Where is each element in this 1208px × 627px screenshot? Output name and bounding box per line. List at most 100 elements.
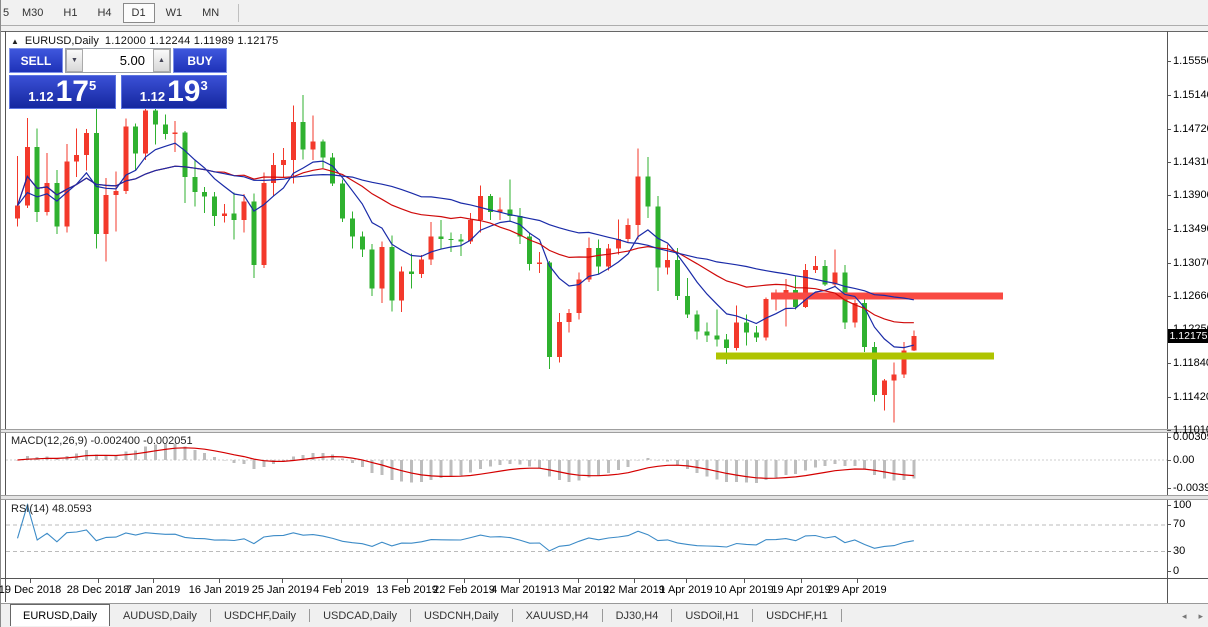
date-label[interactable]: 22 Feb 2019 [433, 584, 495, 596]
macd-histogram-bar [725, 460, 729, 483]
candle-bearish [871, 347, 877, 396]
macd-histogram-bar [390, 460, 394, 480]
tab-usdcad-daily[interactable]: USDCAD,Daily [323, 609, 398, 622]
candle-bullish [606, 248, 611, 267]
date-axis-tick [407, 579, 408, 583]
candle-bullish [379, 247, 385, 289]
rsi-axis-tick [1167, 551, 1171, 553]
date-label[interactable]: 4 Mar 2019 [491, 584, 547, 596]
timeframe-button-5[interactable]: 5 [2, 6, 10, 19]
tab-separator [840, 609, 842, 622]
rsi-indicator-plot[interactable] [6, 500, 1167, 578]
macd-histogram-bar [449, 460, 453, 477]
macd-axis-label: -0.003947 [1173, 482, 1208, 495]
macd-histogram-bar [587, 460, 591, 478]
tab-audusd-daily[interactable]: AUDUSD,Daily [122, 609, 197, 622]
macd-histogram-bar [656, 460, 660, 461]
macd-histogram-bar [764, 460, 768, 481]
expand-chart-icon[interactable]: ▲ [11, 36, 19, 46]
timeframe-button-h1[interactable]: H1 [63, 6, 78, 19]
date-axis[interactable]: 19 Dec 2018 28 Dec 2018 7 Jan 2019 16 Jan 2… [0, 578, 1208, 603]
price-axis-tick [1167, 396, 1171, 398]
macd-histogram-bar [84, 449, 88, 460]
timeframe-button-mn[interactable]: MN [202, 6, 220, 19]
macd-histogram-bar [25, 455, 29, 460]
macd-histogram-bar [557, 460, 561, 480]
date-label[interactable]: 28 Dec 2018 [66, 584, 130, 596]
candle-bullish [556, 321, 562, 357]
timeframe-button-d1[interactable]: D1 [122, 2, 155, 23]
macd-histogram-bar [744, 460, 748, 483]
candle-bearish [596, 247, 602, 267]
candle-bullish [803, 269, 808, 308]
macd-histogram-bar [321, 452, 325, 460]
date-label[interactable]: 25 Jan 2019 [251, 584, 313, 596]
macd-histogram-bar [153, 444, 157, 460]
date-label[interactable]: 22 Mar 2019 [603, 584, 665, 596]
panel-splitter-price-macd[interactable] [1, 429, 1208, 433]
candle-bearish [448, 238, 454, 240]
date-label[interactable]: 19 Dec 2018 [0, 584, 62, 596]
chart-workspace[interactable] [1, 31, 1208, 603]
support-horizontal-line[interactable] [716, 352, 994, 360]
tab-usdoil-h1[interactable]: USDOil,H1 [685, 609, 740, 622]
date-label[interactable]: 4 Feb 2019 [313, 584, 369, 596]
timeframe-button-h4[interactable]: H4 [97, 6, 112, 19]
candle-bearish [251, 201, 257, 265]
date-label[interactable]: 16 Jan 2019 [188, 584, 250, 596]
macd-histogram-bar [833, 460, 837, 465]
macd-histogram-bar [685, 460, 689, 469]
buy-button[interactable]: BUY [173, 48, 227, 73]
toolbar-separator [238, 3, 240, 22]
ask-price-pip-digit: 3 [200, 78, 208, 93]
timeframe-button-m30[interactable]: M30 [22, 6, 44, 19]
ask-price-display[interactable]: 1.12 19 3 [120, 75, 227, 109]
macd-histogram-bar [252, 460, 256, 470]
macd-histogram-bar [439, 460, 443, 479]
date-label[interactable]: 1 Apr 2019 [659, 584, 713, 596]
candle-bullish [74, 155, 80, 162]
tab-usdcnh-daily[interactable]: USDCNH,Daily [424, 609, 499, 622]
tab-xauusd-h4[interactable]: XAUUSD,H4 [525, 609, 589, 622]
tab-scroll-right-icon[interactable]: ▸ [1198, 610, 1203, 621]
sell-button[interactable]: SELL [9, 48, 63, 73]
bid-price-prefix: 1.12 [28, 89, 54, 104]
candle-bullish [172, 132, 178, 135]
price-chart-plot[interactable] [6, 33, 1167, 429]
macd-axis-tick [1167, 436, 1171, 438]
date-label[interactable]: 13 Feb 2019 [376, 584, 438, 596]
rsi-indicator-label: RSI(14) 48.0593 [11, 503, 92, 515]
macd-histogram-bar [380, 460, 384, 475]
date-label[interactable]: 10 Apr 2019 [714, 584, 774, 596]
date-label[interactable]: 7 Jan 2019 [125, 584, 181, 596]
macd-histogram-bar [94, 454, 98, 460]
tab-dj30-h4[interactable]: DJ30,H4 [615, 609, 659, 622]
volume-input[interactable]: 5.00 [119, 53, 145, 68]
tab-usdchf-h1[interactable]: USDCHF,H1 [766, 609, 828, 622]
bid-price-pip-digit: 5 [88, 78, 97, 93]
candle-bearish [753, 332, 759, 338]
macd-histogram-bar [882, 460, 886, 479]
volume-decrease-button[interactable]: ▼ [66, 49, 83, 72]
timeframe-button-w1[interactable]: W1 [165, 6, 183, 19]
macd-histogram-bar [508, 460, 512, 464]
tab-usdchf-daily[interactable]: USDCHF,Daily [223, 609, 297, 622]
bid-price-display[interactable]: 1.12 17 5 [9, 75, 116, 109]
date-label[interactable]: 13 Mar 2019 [547, 584, 609, 596]
macd-histogram-bar [213, 457, 216, 460]
date-axis-tick [578, 579, 579, 583]
tab-scroll-left-icon[interactable]: ◂ [1181, 610, 1187, 621]
panel-splitter-macd-rsi[interactable] [1, 495, 1208, 500]
price-axis-label: 1.15140 [1173, 88, 1208, 101]
date-label[interactable]: 19 Apr 2019 [771, 584, 831, 596]
macd-histogram-bar [478, 460, 482, 469]
candle-bullish [123, 126, 129, 191]
tab-eurusd-daily-active[interactable]: EURUSD,Daily [10, 604, 110, 626]
date-label[interactable]: 29 Apr 2019 [827, 584, 887, 596]
macd-histogram-bar [636, 460, 640, 461]
macd-indicator-plot[interactable] [6, 433, 1167, 495]
price-axis-tick [1167, 430, 1171, 432]
date-axis-tick [686, 579, 687, 583]
volume-increase-button[interactable]: ▲ [153, 49, 170, 72]
